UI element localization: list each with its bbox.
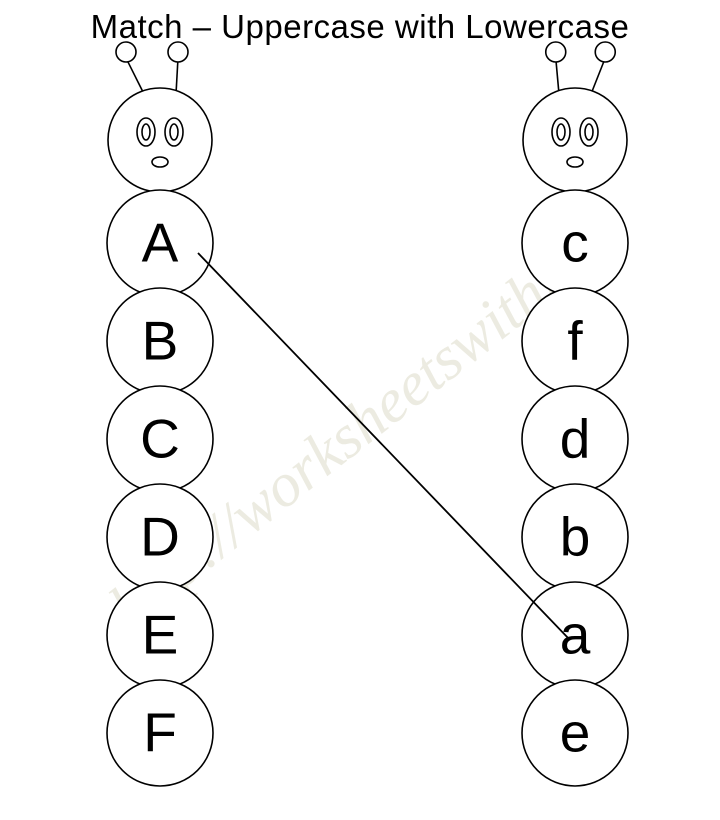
letter-C: C (140, 408, 180, 470)
letter-E: E (142, 604, 179, 666)
letter-c: c (561, 212, 589, 274)
letter-b: b (560, 506, 591, 568)
letter-D: D (140, 506, 180, 568)
caterpillar-head (108, 88, 212, 192)
mouth-icon (567, 157, 583, 167)
letter-e: e (560, 702, 591, 764)
worksheet-page: http://worksheetswithfun Match – Upperca… (0, 0, 720, 820)
worksheet-canvas: ABCDEFcfdbae (0, 0, 720, 820)
match-line (198, 253, 570, 640)
letter-d: d (560, 408, 591, 470)
letter-f: f (567, 310, 583, 372)
letter-A: A (142, 212, 179, 274)
letter-F: F (143, 702, 177, 764)
letter-B: B (142, 310, 179, 372)
caterpillar-head (523, 88, 627, 192)
mouth-icon (152, 157, 168, 167)
